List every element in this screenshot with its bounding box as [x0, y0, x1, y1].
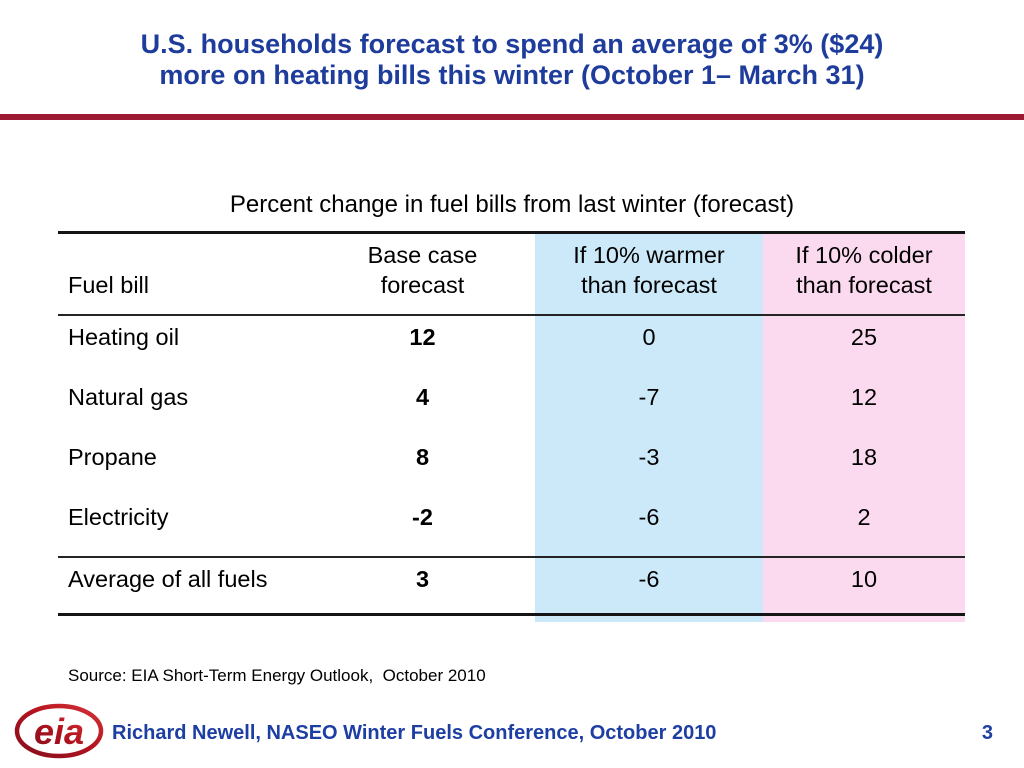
warmer-value: -7: [535, 376, 763, 436]
header-cell-warmer: If 10% warmer than forecast: [535, 232, 763, 316]
title-divider-rule: [0, 114, 1024, 120]
colder-column-bleed: [763, 616, 965, 622]
table-row-propane: Propane 8 -3 18: [58, 436, 965, 496]
header-cell-colder: If 10% colder than forecast: [763, 232, 965, 316]
base-forecast-value: 8: [415, 444, 430, 470]
warmer-value: -3: [535, 436, 763, 496]
footer-credit: Richard Newell, NASEO Winter Fuels Confe…: [112, 722, 717, 744]
base-forecast-value: 4: [415, 384, 430, 410]
fuel-label: Electricity: [68, 504, 169, 530]
source-note: Source: EIA Short-Term Energy Outlook, O…: [68, 666, 486, 685]
colder-value: 18: [763, 436, 965, 496]
base-forecast-value: -2: [412, 504, 433, 530]
slide-title-line-2: more on heating bills this winter (Octob…: [159, 60, 865, 90]
fuel-label: Average of all fuels: [58, 556, 310, 615]
slide-title-line-1: U.S. households forecast to spend an ave…: [140, 29, 884, 59]
page-number: 3: [981, 722, 993, 744]
header-cell-fuel-bill: Fuel bill: [58, 232, 310, 316]
table-row-natural-gas: Natural gas 4 -7 12: [58, 376, 965, 436]
base-forecast-value: 12: [409, 324, 436, 350]
colder-value: 12: [763, 376, 965, 436]
colder-value: 2: [763, 496, 965, 557]
header-cell-base-case: Base case forecast: [310, 232, 535, 316]
warmer-column-bleed: [535, 616, 763, 622]
table-row-heating-oil: Heating oil 12 0 25: [58, 315, 965, 376]
eia-logo-text: eia: [34, 711, 84, 752]
slide-title: U.S. households forecast to spend an ave…: [0, 29, 1024, 91]
base-forecast-value: 3: [310, 556, 535, 615]
eia-logo-oval: [14, 703, 104, 759]
column-color-bleed: [58, 616, 965, 622]
fuel-label: Natural gas: [68, 384, 189, 410]
fuel-table: Fuel bill Base case forecast If 10% warm…: [58, 231, 965, 616]
table-title: Percent change in fuel bills from last w…: [229, 191, 795, 218]
fuel-label: Propane: [68, 444, 157, 470]
fuel-table-container: Fuel bill Base case forecast If 10% warm…: [58, 231, 965, 622]
warmer-value: 0: [535, 315, 763, 376]
table-row-average: Average of all fuels 3 -6 10: [58, 556, 965, 615]
colder-value: 25: [763, 315, 965, 376]
eia-logo: eia: [14, 703, 104, 759]
table-row-electricity: Electricity -2 -6 2: [58, 496, 965, 557]
colder-value: 10: [763, 556, 965, 615]
table-header-row: Fuel bill Base case forecast If 10% warm…: [58, 232, 965, 316]
warmer-value: -6: [535, 496, 763, 557]
fuel-label: Heating oil: [68, 324, 180, 350]
warmer-value: -6: [535, 556, 763, 615]
